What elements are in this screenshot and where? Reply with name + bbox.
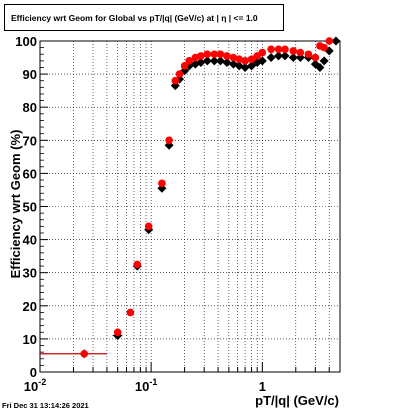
y-tick-label: 10 [23,332,37,347]
x-axis-label: pT/|q| (GeV/c) [255,393,339,408]
data-point-red [165,136,173,145]
data-point-red [126,308,135,317]
tick-labels: 0 10 20 30 40 50 60 70 80 90 100 10-2 10-1 1 [15,34,266,394]
data-point-black [215,56,225,66]
y-axis-label: Efficiency wrt Geom (%) [8,130,23,279]
y-tick-label: 20 [23,299,37,314]
data-point-black [257,56,267,66]
data-point-black [266,53,276,63]
data-point-red [80,349,89,358]
x-tick-label: 10-1 [135,377,157,394]
data-point-red [311,53,320,62]
data-point-red [267,45,275,54]
data-point-red [258,48,267,57]
data-point-red [175,70,184,78]
data-point-black [331,36,341,46]
data-point-red [203,50,212,59]
data-point-red [113,328,122,337]
data-point-red [210,50,219,59]
data-point-red [274,45,283,54]
data-point-red [171,76,180,85]
tick-marks [39,40,341,373]
data-point-black [209,56,219,66]
grid-lines [40,41,340,372]
data-point-red [229,53,238,62]
data-point-black [315,62,325,72]
data-point-red [289,47,298,55]
data-point-black [202,56,212,66]
y-tick-label: 0 [30,365,37,380]
data-point-red [158,179,166,188]
chart-title: Efficiency wrt Geom for Global vs pT/|q|… [4,4,284,31]
data-point-red [144,222,153,231]
data-point-red [325,37,334,45]
y-tick-label: 60 [23,166,37,181]
data-point-red [216,50,225,59]
y-tick-label: 100 [15,34,37,49]
data-point-red [180,62,189,70]
data-point-red [241,57,249,65]
data-point-black [222,58,232,68]
x-tick-label: 1 [259,379,266,394]
data-point-black [196,58,206,68]
y-tick-label: 70 [23,133,37,148]
data-point-red [223,52,231,60]
x-tick-label: 10-2 [24,377,46,394]
data-point-red [235,55,244,64]
data-point-red [247,55,256,64]
data-point-black [274,51,284,61]
data-point-red [320,43,328,52]
y-tick-label: 40 [23,233,37,248]
y-tick-label: 30 [23,266,37,281]
data-point-black [280,51,290,61]
data-point-black [288,53,298,63]
data-point-red [185,57,194,65]
data-point-red [304,50,313,59]
footer-timestamp: Fri Dec 31 13:14:26 2021 [2,401,89,410]
data-point-black [319,56,329,66]
data-point-red [197,52,205,60]
y-tick-label: 80 [23,100,37,115]
y-tick-label: 90 [23,67,37,82]
y-tick-label: 50 [23,200,37,215]
data-point-red [281,45,289,54]
data-point-black [240,62,250,72]
data-markers [40,36,341,359]
data-point-red [133,260,142,269]
data-point-red [296,48,305,57]
